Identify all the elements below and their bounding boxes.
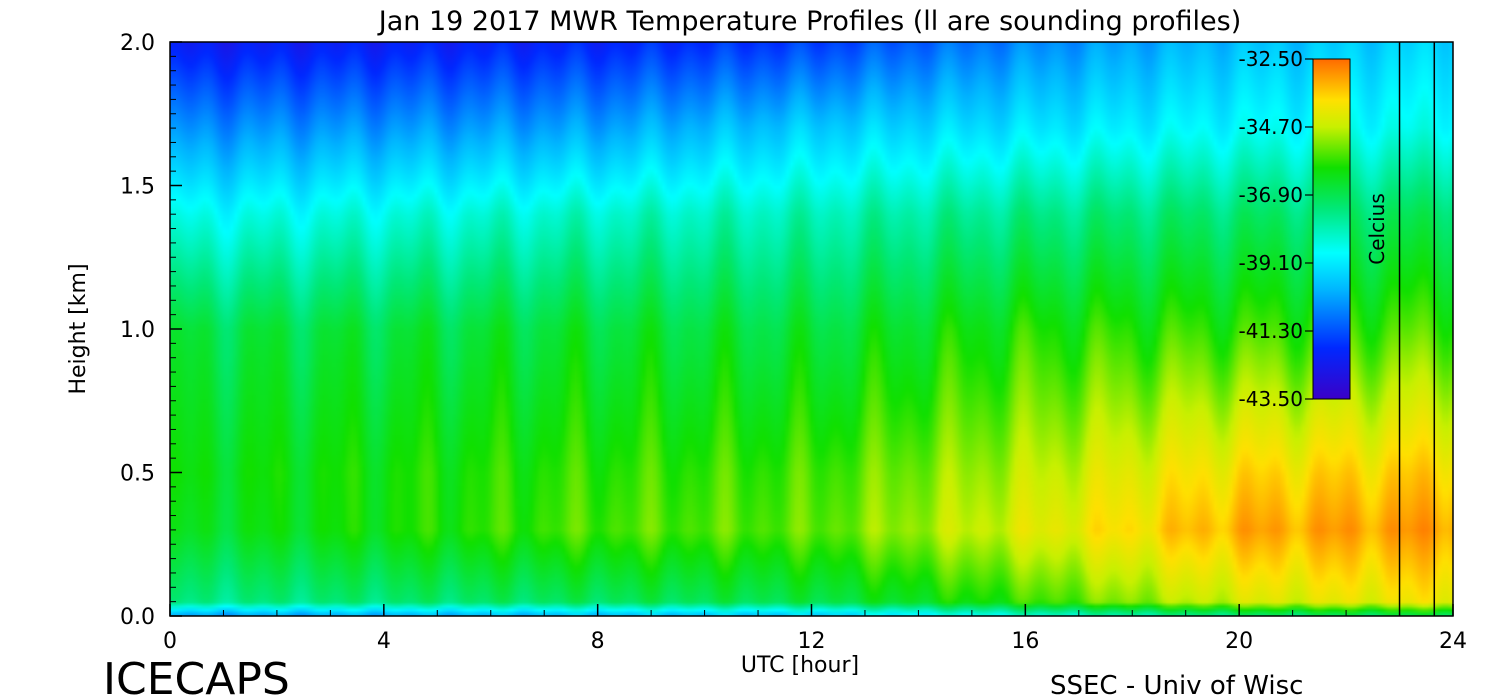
x-tick-label: 0 bbox=[163, 629, 177, 654]
x-tick-label: 4 bbox=[377, 629, 391, 654]
x-axis-label: UTC [hour] bbox=[741, 653, 859, 678]
y-tick-label: 0.5 bbox=[120, 462, 155, 487]
chart-title: Jan 19 2017 MWR Temperature Profiles (ll… bbox=[377, 6, 1242, 37]
plot-area bbox=[170, 42, 1453, 616]
y-tick-label: 0.0 bbox=[120, 605, 155, 630]
y-tick-label: 2.0 bbox=[120, 31, 155, 56]
colorbar-tick-label: -34.70 bbox=[1239, 115, 1303, 139]
x-tick-label: 12 bbox=[798, 629, 826, 654]
colorbar-ticks: -32.50 -34.70 -36.90 -39.10 -41.30 -43.50 bbox=[1239, 47, 1313, 411]
y-tick-label: 1.5 bbox=[120, 175, 155, 200]
icecaps-label: ICECAPS bbox=[103, 654, 290, 700]
y-axis-label: Height [km] bbox=[66, 263, 91, 394]
x-tick-label: 20 bbox=[1225, 629, 1253, 654]
colorbar-label: Celcius bbox=[1365, 193, 1389, 264]
x-tick-label: 16 bbox=[1011, 629, 1039, 654]
sounding-profiles bbox=[1398, 42, 1436, 616]
x-tick-label: 24 bbox=[1439, 629, 1467, 654]
x-tick-label: 8 bbox=[591, 629, 605, 654]
colorbar-tick-label: -39.10 bbox=[1239, 251, 1303, 275]
colorbar-tick-label: -43.50 bbox=[1239, 387, 1303, 411]
colorbar: -32.50 -34.70 -36.90 -39.10 -41.30 -43.50 Cel… bbox=[1239, 47, 1389, 411]
y-axis: 0.0 0.5 1.0 1.5 2.0 bbox=[120, 31, 182, 630]
ssec-label: SSEC - Univ of Wisc bbox=[1050, 671, 1303, 700]
colorbar-tick-label: -32.50 bbox=[1239, 47, 1303, 71]
colorbar-gradient bbox=[1312, 58, 1351, 400]
colorbar-tick-label: -41.30 bbox=[1239, 319, 1303, 343]
temperature-field-image bbox=[170, 42, 1453, 616]
x-axis: 0 4 8 12 16 20 24 bbox=[163, 604, 1467, 654]
y-tick-label: 1.0 bbox=[120, 318, 155, 343]
plot-frame bbox=[169, 41, 1454, 617]
colorbar-tick-label: -36.90 bbox=[1239, 183, 1303, 207]
